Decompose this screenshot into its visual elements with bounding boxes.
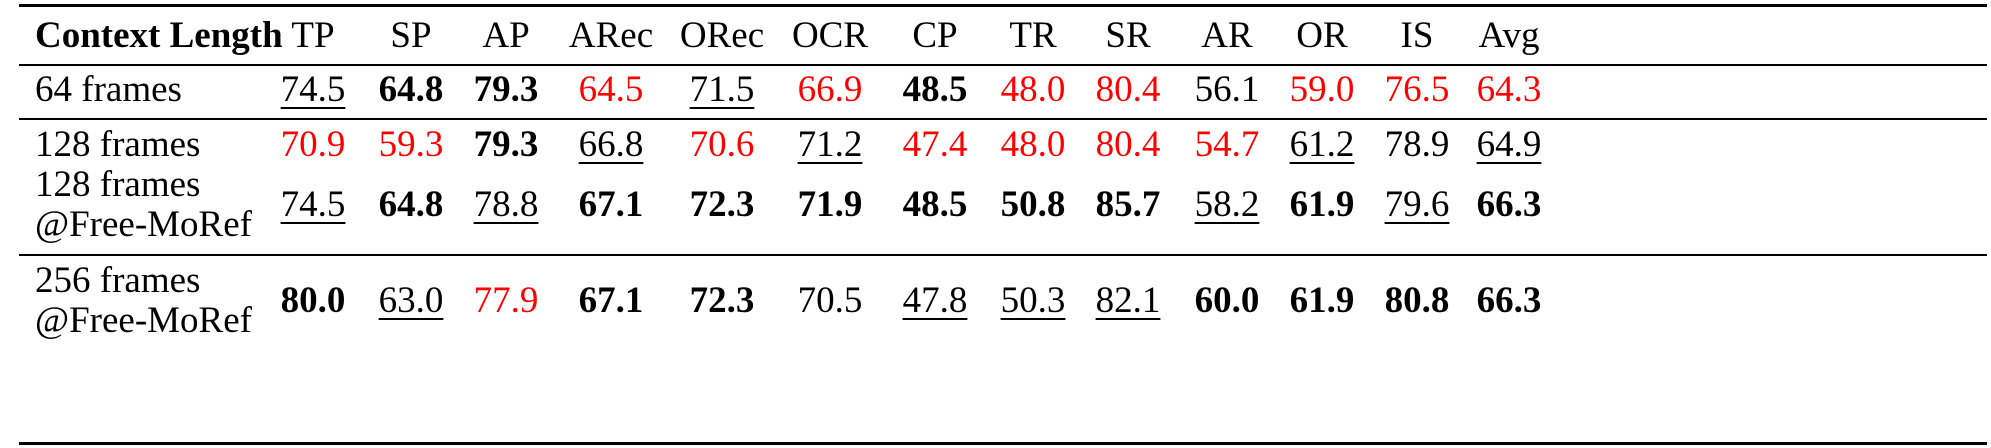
cell-ocr: 70.5 [797, 280, 863, 321]
cell-arec: 66.8 [578, 124, 644, 165]
cell-is: 80.8 [1384, 280, 1450, 321]
row-label: 128 frames [35, 164, 201, 205]
cell-sp: 64.8 [378, 69, 444, 110]
header-divider-rule [19, 64, 1987, 66]
cell-ar: 56.1 [1194, 69, 1260, 110]
cell-ar: 58.2 [1194, 184, 1260, 225]
header-col-tp: TP [291, 15, 335, 56]
cell-orec: 71.5 [689, 69, 755, 110]
cell-avg: 64.3 [1476, 69, 1542, 110]
cell-ocr: 71.9 [797, 184, 863, 225]
cell-is: 76.5 [1384, 69, 1450, 110]
row-label: 64 frames [35, 69, 182, 110]
cell-ap: 78.8 [473, 184, 539, 225]
cell-avg: 66.3 [1476, 184, 1542, 225]
header-col-arec: ARec [568, 15, 654, 56]
cell-sp: 63.0 [378, 280, 444, 321]
row-label: @Free-MoRef [35, 300, 252, 341]
cell-sp: 59.3 [378, 124, 444, 165]
cell-tp: 80.0 [280, 280, 346, 321]
header-col-ap: AP [482, 15, 530, 56]
cell-sr: 82.1 [1095, 280, 1161, 321]
header-col-sp: SP [390, 15, 432, 56]
cell-arec: 67.1 [578, 280, 644, 321]
cell-orec: 70.6 [689, 124, 755, 165]
cell-arec: 67.1 [578, 184, 644, 225]
group-divider-rule-1 [19, 118, 1987, 120]
header-col-avg: Avg [1478, 15, 1540, 56]
cell-cp: 48.5 [902, 69, 968, 110]
cell-tp: 74.5 [280, 69, 346, 110]
cell-tr: 48.0 [1000, 69, 1066, 110]
cell-or: 61.9 [1289, 184, 1355, 225]
header-context-length: Context Length [35, 15, 283, 56]
cell-cp: 47.8 [902, 280, 968, 321]
cell-orec: 72.3 [689, 280, 755, 321]
cell-sp: 64.8 [378, 184, 444, 225]
row-label: 128 frames [35, 124, 201, 165]
cell-sr: 80.4 [1095, 124, 1161, 165]
cell-ocr: 71.2 [797, 124, 863, 165]
cell-ap: 79.3 [473, 124, 539, 165]
header-col-cp: CP [912, 15, 958, 56]
cell-ap: 77.9 [473, 280, 539, 321]
cell-tr: 50.8 [1000, 184, 1066, 225]
cell-ocr: 66.9 [797, 69, 863, 110]
row-label: @Free-MoRef [35, 204, 252, 245]
cell-ar: 54.7 [1194, 124, 1260, 165]
cell-tr: 48.0 [1000, 124, 1066, 165]
cell-tp: 70.9 [280, 124, 346, 165]
cell-cp: 48.5 [902, 184, 968, 225]
cell-or: 61.2 [1289, 124, 1355, 165]
cell-ar: 60.0 [1194, 280, 1260, 321]
table-bottom-rule [19, 442, 1987, 445]
cell-orec: 72.3 [689, 184, 755, 225]
cell-sr: 85.7 [1095, 184, 1161, 225]
group-divider-rule-2 [19, 254, 1987, 256]
header-col-ocr: OCR [791, 15, 869, 56]
header-col-ar: AR [1201, 15, 1253, 56]
cell-cp: 47.4 [902, 124, 968, 165]
cell-or: 59.0 [1289, 69, 1355, 110]
header-col-sr: SR [1105, 15, 1151, 56]
header-col-tr: TR [1009, 15, 1057, 56]
header-col-orec: ORec [679, 15, 765, 56]
cell-tp: 74.5 [280, 184, 346, 225]
cell-or: 61.9 [1289, 280, 1355, 321]
row-label: 256 frames [35, 260, 201, 301]
cell-is: 78.9 [1384, 124, 1450, 165]
cell-ap: 79.3 [473, 69, 539, 110]
cell-arec: 64.5 [578, 69, 644, 110]
cell-tr: 50.3 [1000, 280, 1066, 321]
cell-is: 79.6 [1384, 184, 1450, 225]
header-col-is: IS [1400, 15, 1434, 56]
cell-avg: 64.9 [1476, 124, 1542, 165]
header-col-or: OR [1296, 15, 1348, 56]
cell-sr: 80.4 [1095, 69, 1161, 110]
cell-avg: 66.3 [1476, 280, 1542, 321]
table-top-rule [19, 4, 1987, 7]
